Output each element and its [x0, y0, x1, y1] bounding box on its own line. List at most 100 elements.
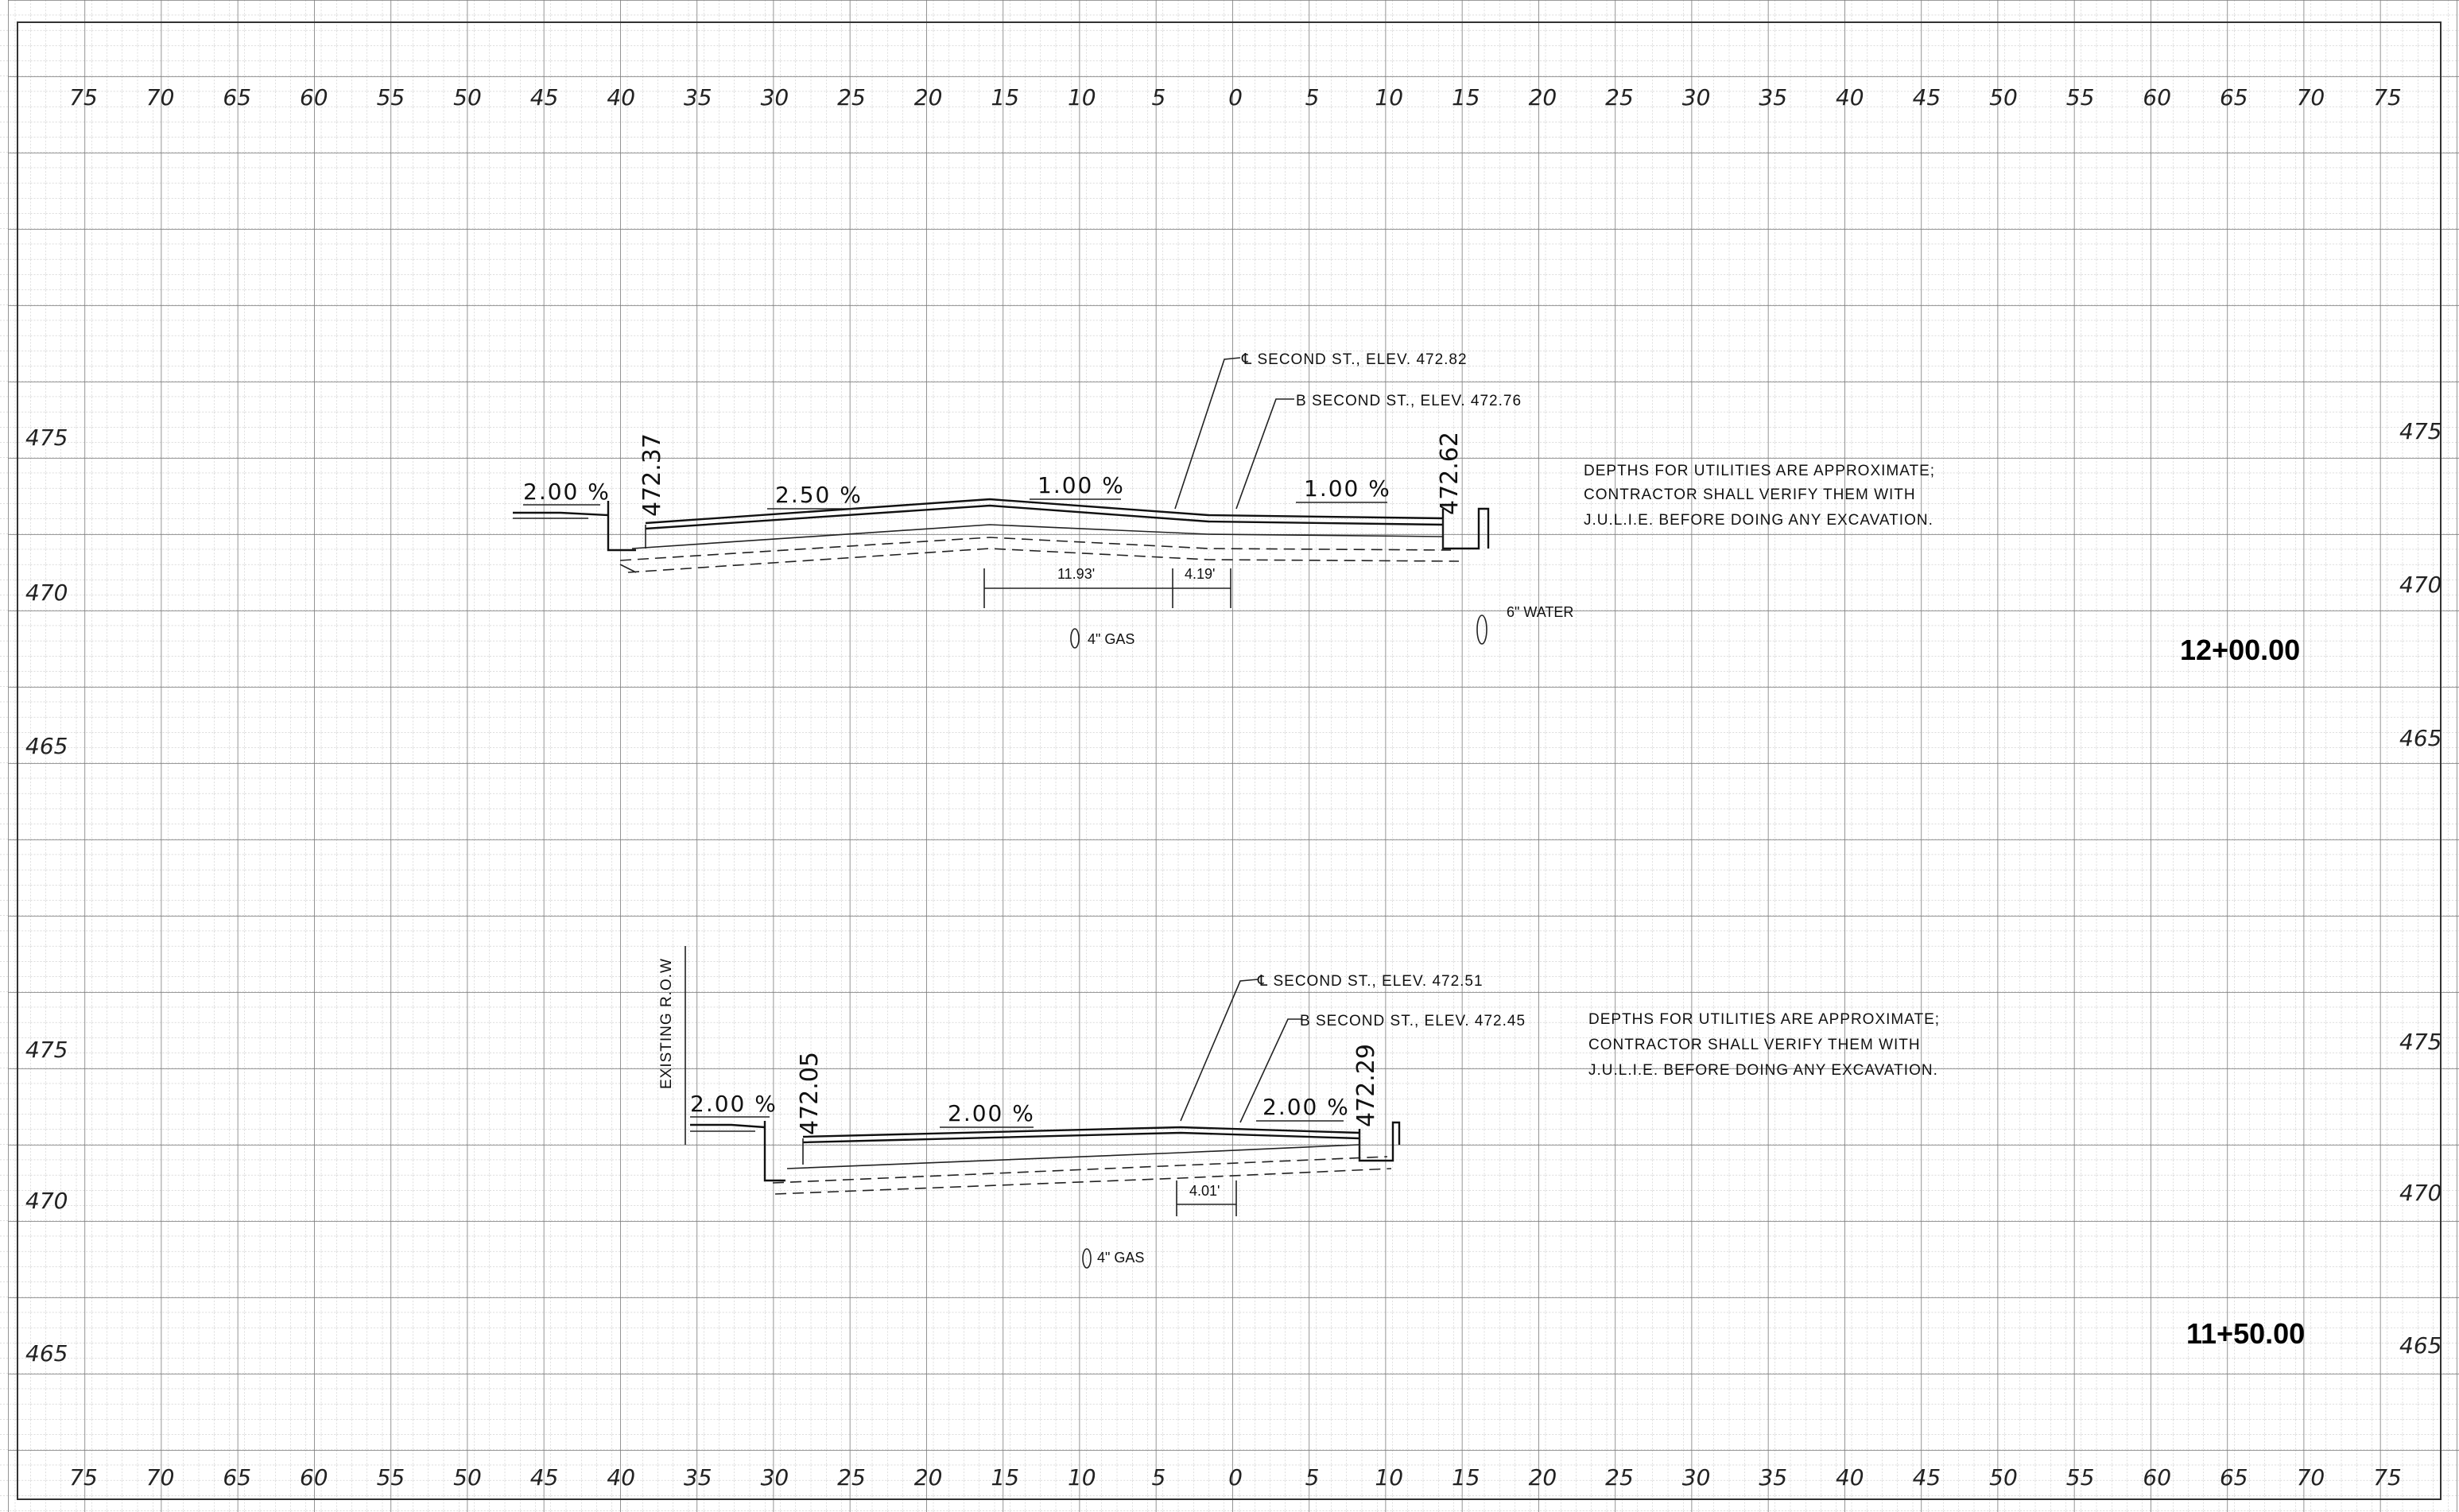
- offset-label: 25: [1605, 84, 1634, 110]
- offset-label: 35: [684, 84, 712, 110]
- offset-label: 55: [377, 1464, 405, 1491]
- offset-label: 40: [1836, 84, 1864, 110]
- dimension-label: 4.01': [1189, 1183, 1220, 1199]
- utility-note: DEPTHS FOR UTILITIES ARE APPROXIMATE; CO…: [1584, 463, 1935, 529]
- baseline-label: B SECOND ST., ELEV. 472.45: [1300, 1013, 1526, 1029]
- slope-label: 2.00 %: [1262, 1094, 1350, 1120]
- offset-label: 10: [1068, 84, 1096, 110]
- utility-note: DEPTHS FOR UTILITIES ARE APPROXIMATE; CO…: [1588, 1011, 1940, 1079]
- offset-label: 30: [1682, 1464, 1711, 1491]
- offset-label: 60: [2143, 1464, 2171, 1491]
- offset-label: 30: [1682, 84, 1711, 110]
- offset-label: 70: [2297, 84, 2325, 110]
- elev-label-right: 465: [2399, 725, 2442, 751]
- right-edge-elevation: 472.29: [1352, 1044, 1380, 1127]
- svg-text:J.U.L.I.E. BEFORE DOING ANY EX: J.U.L.I.E. BEFORE DOING ANY EXCAVATION.: [1584, 512, 1933, 529]
- grid-major: [8, 0, 2459, 1512]
- elev-label-left: 470: [25, 1188, 68, 1214]
- offset-label: 0: [1228, 84, 1243, 110]
- elev-label-left: 470: [25, 580, 68, 606]
- offset-label: 30: [761, 1464, 789, 1491]
- baseline-label: B SECOND ST., ELEV. 472.76: [1296, 393, 1522, 409]
- offset-label: 60: [2143, 84, 2171, 110]
- offset-label: 15: [1452, 1464, 1480, 1491]
- offset-label: 50: [1989, 84, 2018, 110]
- offset-label: 65: [2220, 84, 2248, 110]
- offset-label: 25: [1605, 1464, 1634, 1491]
- offset-label: 40: [607, 84, 635, 110]
- offset-label: 35: [1759, 84, 1787, 110]
- offset-label: 20: [914, 1464, 943, 1491]
- offset-label: 20: [914, 84, 943, 110]
- offset-label: 60: [300, 84, 328, 110]
- offset-label: 65: [223, 1464, 251, 1491]
- offset-label: 65: [2220, 1464, 2248, 1491]
- offset-label: 15: [1452, 84, 1480, 110]
- slope-label: 1.00 %: [1304, 475, 1391, 502]
- offset-label: 35: [684, 1464, 712, 1491]
- svg-text:J.U.L.I.E. BEFORE DOING ANY EX: J.U.L.I.E. BEFORE DOING ANY EXCAVATION.: [1588, 1062, 1938, 1079]
- offset-label: 60: [300, 1464, 328, 1491]
- utility-label: 4" GAS: [1088, 631, 1134, 647]
- elev-label-right: 465: [2399, 1332, 2442, 1359]
- centerline-label: ℄ SECOND ST., ELEV. 472.51: [1257, 973, 1484, 990]
- elev-label-left: 475: [25, 1037, 68, 1063]
- svg-text:CONTRACTOR SHALL VERIFY THEM W: CONTRACTOR SHALL VERIFY THEM WITH: [1588, 1037, 1921, 1053]
- slope-label: 2.50 %: [775, 482, 863, 508]
- offset-label: 20: [1529, 84, 1557, 110]
- station-label: 11+50.00: [2186, 1317, 2305, 1350]
- elev-label-right: 470: [2399, 1180, 2442, 1206]
- offset-label: 45: [1913, 84, 1941, 110]
- offset-label: 5: [1151, 1464, 1166, 1491]
- offset-label: 55: [377, 84, 405, 110]
- offset-label: 25: [837, 1464, 866, 1491]
- offset-label: 50: [453, 1464, 482, 1491]
- left-edge-elevation: 472.37: [638, 433, 666, 517]
- left-edge-elevation: 472.05: [796, 1052, 824, 1135]
- svg-text:DEPTHS FOR UTILITIES ARE APPRO: DEPTHS FOR UTILITIES ARE APPROXIMATE;: [1588, 1011, 1940, 1028]
- offset-label: 45: [530, 84, 559, 110]
- offset-label: 10: [1375, 1464, 1403, 1491]
- offset-label: 20: [1529, 1464, 1557, 1491]
- offset-label: 70: [146, 84, 175, 110]
- offset-label: 55: [2066, 1464, 2095, 1491]
- offset-label: 25: [837, 84, 866, 110]
- offset-label: 55: [2066, 84, 2095, 110]
- offset-label: 0: [1228, 1464, 1243, 1491]
- elev-label-left: 475: [25, 425, 68, 451]
- centerline-label: ℄ SECOND ST., ELEV. 472.82: [1241, 351, 1468, 368]
- offset-label: 40: [1836, 1464, 1864, 1491]
- slope-label: 1.00 %: [1038, 472, 1125, 498]
- offset-label: 75: [2373, 84, 2402, 110]
- offset-label: 50: [453, 84, 482, 110]
- elev-label-left: 465: [25, 1340, 68, 1367]
- offset-label: 75: [69, 84, 98, 110]
- slope-label: 2.00 %: [690, 1091, 778, 1117]
- elev-label-right: 475: [2399, 418, 2442, 444]
- dimension-label: 11.93': [1057, 566, 1095, 582]
- offset-label: 65: [223, 84, 251, 110]
- offset-label: 5: [1305, 84, 1320, 110]
- offset-label: 70: [146, 1464, 175, 1491]
- offset-label: 75: [69, 1464, 98, 1491]
- station-label: 12+00.00: [2180, 634, 2300, 666]
- existing-row-label: EXISTING R.O.W: [658, 958, 675, 1089]
- elev-label-right: 470: [2399, 572, 2442, 598]
- offset-label: 15: [991, 84, 1019, 110]
- offset-label: 5: [1151, 84, 1166, 110]
- slope-label: 2.00 %: [523, 479, 611, 505]
- offset-label: 15: [991, 1464, 1019, 1491]
- svg-text:DEPTHS FOR UTILITIES ARE APPRO: DEPTHS FOR UTILITIES ARE APPROXIMATE;: [1584, 463, 1935, 479]
- utility-label: 4" GAS: [1097, 1250, 1144, 1266]
- utility-label: 6" WATER: [1507, 604, 1573, 620]
- svg-text:CONTRACTOR SHALL VERIFY THEM W: CONTRACTOR SHALL VERIFY THEM WITH: [1584, 487, 1916, 503]
- offset-label: 40: [607, 1464, 635, 1491]
- right-edge-elevation: 472.62: [1436, 432, 1464, 515]
- offset-label: 45: [530, 1464, 559, 1491]
- offset-label: 10: [1375, 84, 1403, 110]
- slope-label: 2.00 %: [948, 1100, 1035, 1126]
- offset-label: 30: [761, 84, 789, 110]
- elev-label-left: 465: [25, 733, 68, 759]
- offset-label: 5: [1305, 1464, 1320, 1491]
